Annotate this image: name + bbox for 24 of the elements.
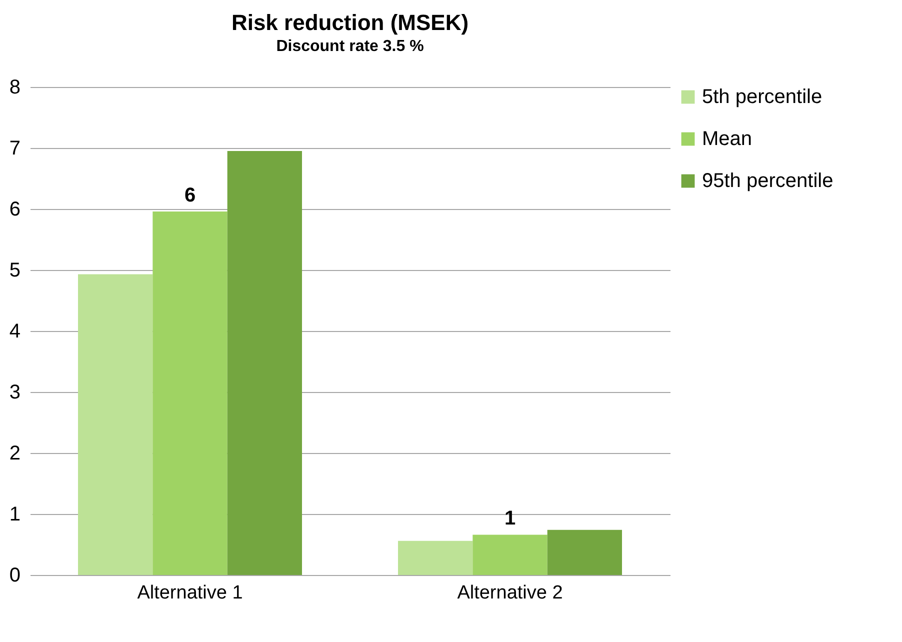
bar [78,274,153,575]
y-tick-label: 6 [9,198,20,220]
data-label: 6 [184,184,196,206]
x-tick-label: Alternative 2 [457,582,563,604]
y-tick-label: 7 [9,138,20,160]
y-tick-label: 2 [9,442,20,464]
y-tick-label: 8 [9,76,20,98]
y-tick-label: 1 [9,504,20,526]
bar [398,540,473,575]
data-label: 1 [504,508,516,530]
bar [472,534,548,575]
chart-title: Risk reduction (MSEK) [231,10,469,35]
legend-label: Mean [702,128,752,150]
bar [547,530,622,575]
bar [152,211,228,575]
legend-label: 5th percentile [702,86,822,108]
y-tick-label: 3 [9,382,20,404]
x-tick-label: Alternative 1 [137,582,243,604]
bar [227,151,302,575]
legend-label: 95th percentile [702,170,834,192]
y-tick-label: 4 [9,320,20,342]
y-tick-label: 0 [9,564,20,586]
y-tick-label: 5 [9,260,20,282]
chart-subtitle: Discount rate 3.5 % [276,38,424,55]
